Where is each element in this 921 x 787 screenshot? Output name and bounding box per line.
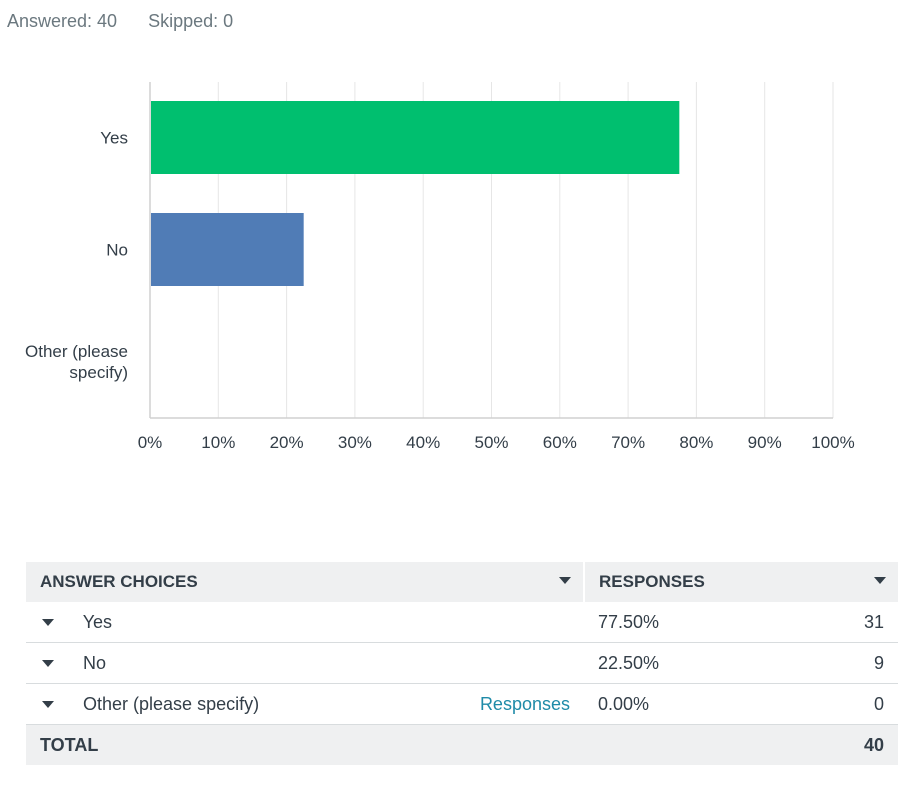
total-row: TOTAL 40 bbox=[26, 724, 898, 765]
expand-caret-icon[interactable] bbox=[42, 619, 54, 627]
x-tick-label: 30% bbox=[338, 433, 372, 452]
answered-count: Answered: 40 bbox=[7, 11, 118, 31]
x-tick-label: 90% bbox=[748, 433, 782, 452]
choice-label: Other (please specify) bbox=[83, 693, 260, 714]
sort-caret-icon[interactable] bbox=[559, 577, 571, 584]
skipped-count: Skipped: 0 bbox=[148, 11, 234, 31]
response-stats: Answered: 40 Skipped: 0 bbox=[7, 11, 259, 32]
category-label: Yes bbox=[100, 129, 128, 148]
bar-chart: 0% 10% 20% 30% 40% 50% 60% 70% 80% 90% 100% Yes No Ot… bbox=[25, 82, 855, 452]
expand-caret-icon[interactable] bbox=[42, 701, 54, 709]
responses-header[interactable]: RESPONSES bbox=[584, 562, 898, 602]
responses-table: ANSWER CHOICES RESPONSES Yes 77.50% 31 N… bbox=[26, 562, 898, 765]
sort-caret-icon[interactable] bbox=[874, 577, 886, 584]
choice-label: Yes bbox=[82, 611, 113, 632]
responses-link[interactable]: Responses bbox=[479, 693, 570, 714]
table-row: Yes 77.50% 31 bbox=[26, 602, 898, 643]
x-tick-label: 20% bbox=[270, 433, 304, 452]
response-percent: 0.00% bbox=[584, 683, 788, 725]
table-row: Other (please specify) Responses 0.00% 0 bbox=[26, 683, 898, 725]
total-count: 40 bbox=[787, 724, 898, 765]
bar-no bbox=[151, 213, 304, 286]
response-count: 31 bbox=[787, 602, 898, 643]
x-tick-label: 100% bbox=[811, 433, 854, 452]
response-count: 0 bbox=[787, 683, 898, 725]
answer-choices-header[interactable]: ANSWER CHOICES bbox=[26, 562, 585, 602]
category-label: No bbox=[106, 241, 128, 260]
bar-yes bbox=[151, 101, 680, 174]
x-tick-label: 0% bbox=[138, 433, 163, 452]
response-percent: 22.50% bbox=[584, 642, 788, 684]
category-label: Other (please specify) bbox=[25, 342, 128, 382]
x-tick-label: 10% bbox=[201, 433, 235, 452]
response-percent: 77.50% bbox=[584, 602, 788, 643]
total-label: TOTAL bbox=[26, 724, 584, 765]
x-tick-label: 40% bbox=[406, 433, 440, 452]
x-tick-label: 50% bbox=[474, 433, 508, 452]
response-count: 9 bbox=[787, 642, 898, 684]
x-tick-label: 80% bbox=[679, 433, 713, 452]
table-row: No 22.50% 9 bbox=[26, 642, 898, 684]
x-tick-label: 60% bbox=[543, 433, 577, 452]
x-tick-label: 70% bbox=[611, 433, 645, 452]
expand-caret-icon[interactable] bbox=[42, 660, 54, 668]
choice-label: No bbox=[83, 652, 107, 673]
